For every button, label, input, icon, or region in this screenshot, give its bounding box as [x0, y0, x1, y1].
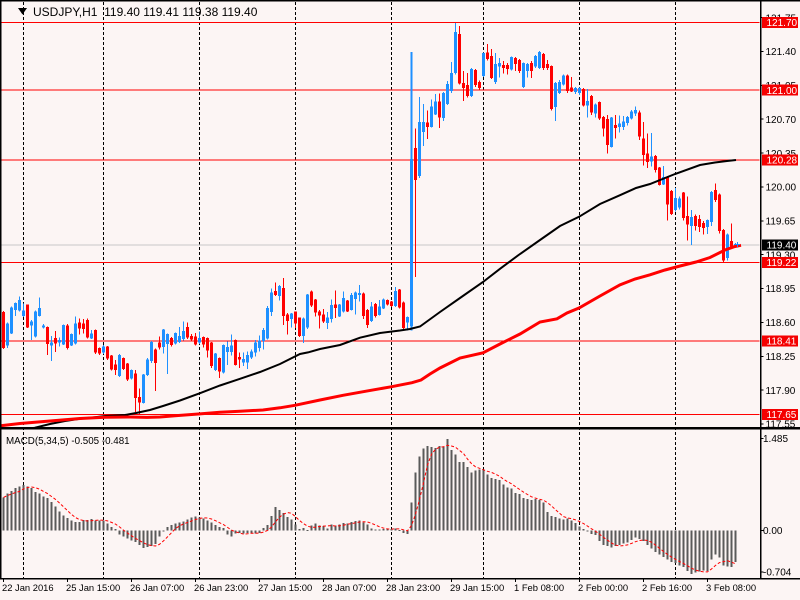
svg-text:120.70: 120.70 — [766, 115, 797, 126]
svg-text:MACD(5,34,5) -0.505 -0.481: MACD(5,34,5) -0.505 -0.481 — [6, 436, 130, 447]
svg-text:3 Feb 08:00: 3 Feb 08:00 — [706, 582, 756, 593]
svg-text:29 Jan 15:00: 29 Jan 15:00 — [450, 582, 504, 593]
svg-text:1.485: 1.485 — [763, 434, 788, 445]
svg-text:2 Feb 16:00: 2 Feb 16:00 — [642, 582, 692, 593]
svg-text:118.25: 118.25 — [766, 352, 796, 363]
svg-text:119.30: 119.30 — [766, 250, 796, 261]
svg-text:121.70: 121.70 — [767, 18, 798, 29]
svg-text:121.40: 121.40 — [766, 47, 797, 58]
svg-text:119.40: 119.40 — [767, 241, 797, 252]
svg-text:119.65: 119.65 — [766, 217, 796, 228]
svg-text:119.22: 119.22 — [767, 258, 797, 269]
svg-text:28 Jan 07:00: 28 Jan 07:00 — [322, 582, 376, 593]
svg-text:118.41: 118.41 — [767, 337, 797, 348]
svg-text:28 Jan 23:00: 28 Jan 23:00 — [386, 582, 440, 593]
svg-text:22 Jan 2016: 22 Jan 2016 — [2, 582, 54, 593]
svg-text:117.90: 117.90 — [766, 386, 796, 397]
svg-text:1 Feb 08:00: 1 Feb 08:00 — [514, 582, 564, 593]
svg-text:117.65: 117.65 — [767, 410, 797, 421]
svg-text:-0.704: -0.704 — [763, 568, 792, 579]
svg-text:USDJPY,H1 119.40 119.41 119.3: USDJPY,H1 119.40 119.41 119.38 119.40 — [33, 5, 258, 19]
svg-text:120.28: 120.28 — [767, 156, 798, 167]
svg-text:118.95: 118.95 — [766, 284, 796, 295]
svg-text:25 Jan 15:00: 25 Jan 15:00 — [66, 582, 120, 593]
svg-text:121.00: 121.00 — [767, 86, 798, 97]
svg-text:120.00: 120.00 — [766, 183, 797, 194]
svg-text:117.55: 117.55 — [766, 420, 796, 431]
svg-text:2 Feb 00:00: 2 Feb 00:00 — [578, 582, 628, 593]
svg-text:26 Jan 23:00: 26 Jan 23:00 — [194, 582, 248, 593]
svg-text:0.00: 0.00 — [763, 526, 783, 537]
svg-text:118.60: 118.60 — [766, 318, 796, 329]
svg-text:26 Jan 07:00: 26 Jan 07:00 — [130, 582, 184, 593]
svg-text:27 Jan 15:00: 27 Jan 15:00 — [258, 582, 312, 593]
